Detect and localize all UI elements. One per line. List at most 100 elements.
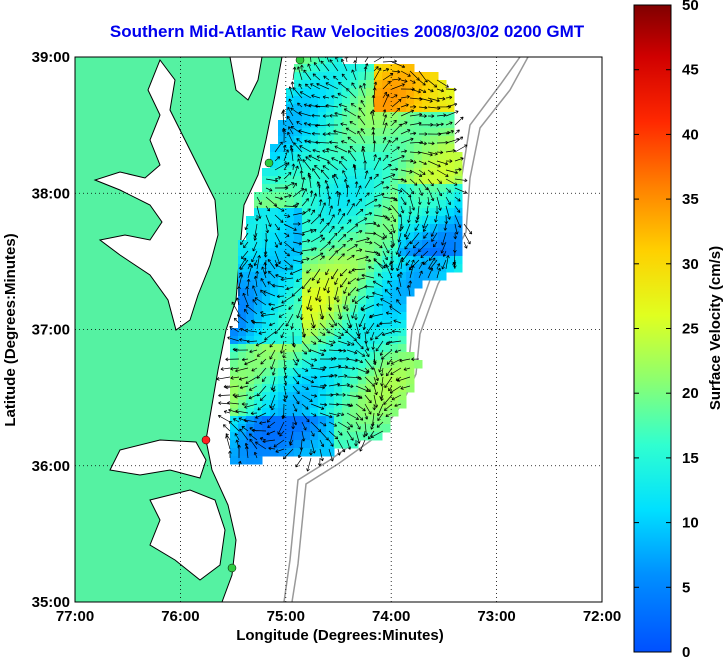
velocity-cell: [350, 176, 359, 185]
velocity-cell: [310, 344, 319, 353]
velocity-cell: [318, 408, 327, 417]
velocity-cell: [326, 368, 335, 377]
velocity-cell: [382, 328, 391, 337]
velocity-cell: [342, 432, 351, 441]
velocity-cell: [238, 416, 247, 425]
velocity-cell: [430, 216, 439, 225]
velocity-cell: [278, 176, 287, 185]
velocity-cell: [278, 152, 287, 161]
velocity-cell: [350, 320, 359, 329]
velocity-cell: [390, 168, 399, 177]
velocity-cell: [350, 408, 359, 417]
velocity-cell: [382, 248, 391, 257]
velocity-cell: [350, 240, 359, 249]
velocity-cell: [286, 280, 295, 289]
velocity-cell: [358, 408, 367, 417]
velocity-cell: [390, 96, 399, 105]
y-tick-label: 38:00: [32, 185, 70, 202]
velocity-cell: [302, 272, 311, 281]
velocity-cell: [254, 240, 263, 249]
velocity-cell: [262, 392, 271, 401]
velocity-cell: [262, 200, 271, 209]
velocity-cell: [310, 184, 319, 193]
velocity-cell: [430, 120, 439, 129]
velocity-cell: [358, 88, 367, 97]
velocity-cell: [278, 224, 287, 233]
velocity-cell: [414, 152, 423, 161]
velocity-cell: [326, 104, 335, 113]
velocity-cell: [270, 184, 279, 193]
velocity-cell: [358, 432, 367, 441]
velocity-cell: [358, 336, 367, 345]
velocity-cell: [238, 248, 247, 257]
velocity-cell: [374, 272, 383, 281]
velocity-cell: [382, 240, 391, 249]
velocity-cell: [350, 184, 359, 193]
velocity-cell: [382, 280, 391, 289]
y-axis-label: Latitude (Degrees:Minutes): [2, 233, 19, 426]
velocity-cell: [286, 128, 295, 137]
velocity-cell: [302, 400, 311, 409]
velocity-cell: [374, 400, 383, 409]
velocity-cell: [406, 176, 415, 185]
velocity-cell: [270, 168, 279, 177]
velocity-cell: [334, 208, 343, 217]
velocity-cell: [342, 64, 351, 73]
velocity-cell: [318, 80, 327, 89]
velocity-cell: [270, 144, 279, 153]
velocity-cell: [254, 392, 263, 401]
velocity-cell: [366, 128, 375, 137]
velocity-cell: [438, 168, 447, 177]
velocity-cell: [390, 120, 399, 129]
velocity-cell: [350, 272, 359, 281]
velocity-cell: [374, 424, 383, 433]
velocity-cell: [414, 112, 423, 121]
velocity-cell: [398, 304, 407, 313]
y-tick-label: 36:00: [32, 458, 70, 475]
velocity-cell: [374, 288, 383, 297]
velocity-cell: [246, 240, 255, 249]
velocity-cell: [326, 392, 335, 401]
velocity-cell: [334, 280, 343, 289]
velocity-cell: [366, 96, 375, 105]
velocity-cell: [326, 72, 335, 81]
velocity-cell: [390, 160, 399, 169]
velocity-cell: [270, 448, 279, 457]
velocity-cell: [414, 160, 423, 169]
velocity-cell: [374, 216, 383, 225]
velocity-cell: [334, 368, 343, 377]
velocity-cell: [358, 192, 367, 201]
velocity-cell: [334, 424, 343, 433]
velocity-cell: [382, 104, 391, 113]
velocity-cell: [326, 96, 335, 105]
velocity-cell: [334, 416, 343, 425]
velocity-cell: [358, 264, 367, 273]
velocity-cell: [270, 352, 279, 361]
velocity-arrows-path: [216, 57, 473, 472]
velocity-cell: [262, 304, 271, 313]
velocity-cell: [398, 128, 407, 137]
velocity-cell: [262, 264, 271, 273]
velocity-cell: [334, 88, 343, 97]
velocity-cell: [294, 352, 303, 361]
velocity-cell: [342, 280, 351, 289]
velocity-cell: [406, 80, 415, 89]
velocity-cell: [342, 376, 351, 385]
velocity-cell: [278, 232, 287, 241]
velocity-cell: [278, 256, 287, 265]
velocity-cell: [246, 264, 255, 273]
velocity-cell: [374, 352, 383, 361]
velocity-cell: [254, 360, 263, 369]
velocity-cell: [278, 160, 287, 169]
velocity-cell: [230, 344, 239, 353]
velocity-cell: [326, 176, 335, 185]
velocity-cell: [390, 176, 399, 185]
velocity-cell: [334, 136, 343, 145]
pamlico-sound: [149, 489, 226, 581]
velocity-cell: [310, 368, 319, 377]
velocity-cell: [406, 360, 415, 369]
velocity-cell: [454, 200, 463, 209]
velocity-cell: [366, 112, 375, 121]
velocity-cell: [286, 384, 295, 393]
velocity-cell: [318, 64, 327, 73]
